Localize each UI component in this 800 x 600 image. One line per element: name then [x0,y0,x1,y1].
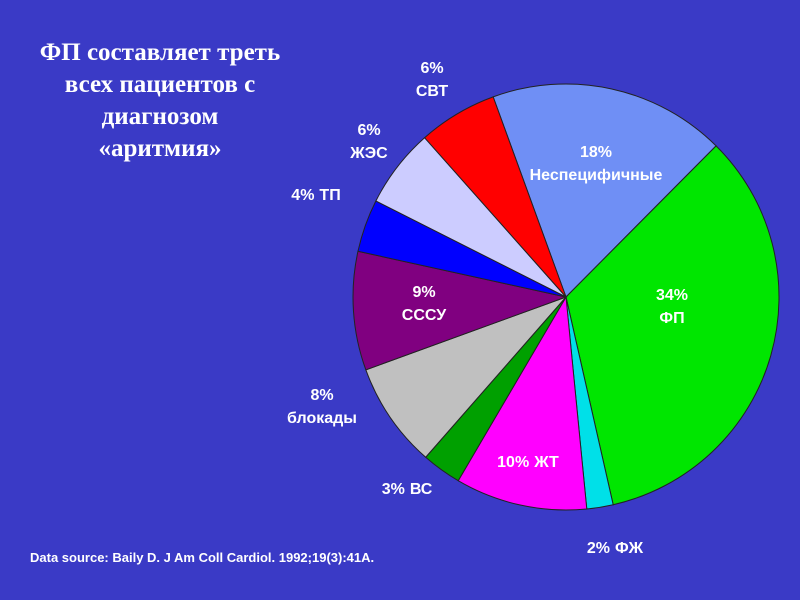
value-label: 10% [497,454,529,471]
source-note: Data source: Baily D. J Am Coll Cardiol.… [30,550,374,565]
value-label: 34% [656,287,688,304]
slice-label: 2% ФЖ [587,540,644,557]
slice-label: 3% ВС [382,481,433,498]
chart-title: «аритмия» [98,135,221,162]
value-label: 3% [382,481,405,498]
value-label: 9% [412,284,435,301]
value-label: 8% [310,387,333,404]
category-label: ВС [410,481,433,498]
pie-slice [365,296,567,458]
category-label: Неспецифичные [530,167,663,184]
pie-slice [352,250,568,371]
slice-label: 4% ТП [291,187,340,204]
category-label: ФЖ [615,540,644,557]
pie-slice [492,83,717,298]
value-label: 2% [587,540,610,557]
category-label: блокады [287,410,357,427]
value-label: 6% [420,60,443,77]
chart-title: диагнозом [102,103,219,130]
category-label: ТП [319,187,340,204]
chart-title: ФП составляет треть [40,39,280,66]
chart-title: всех пациентов с [65,71,255,98]
value-label: 18% [580,144,612,161]
category-label: ЖЭС [349,145,388,162]
category-label: ФП [659,310,684,327]
category-label: ЖТ [533,454,559,471]
value-label: 6% [357,122,380,139]
slice-label: 10% ЖТ [497,454,559,471]
pie-slice [565,145,780,506]
pie-slice [423,96,567,298]
pie-slice [457,295,588,511]
category-label: СВТ [416,83,449,100]
value-label: 4% [291,187,314,204]
category-label: СССУ [402,307,447,324]
